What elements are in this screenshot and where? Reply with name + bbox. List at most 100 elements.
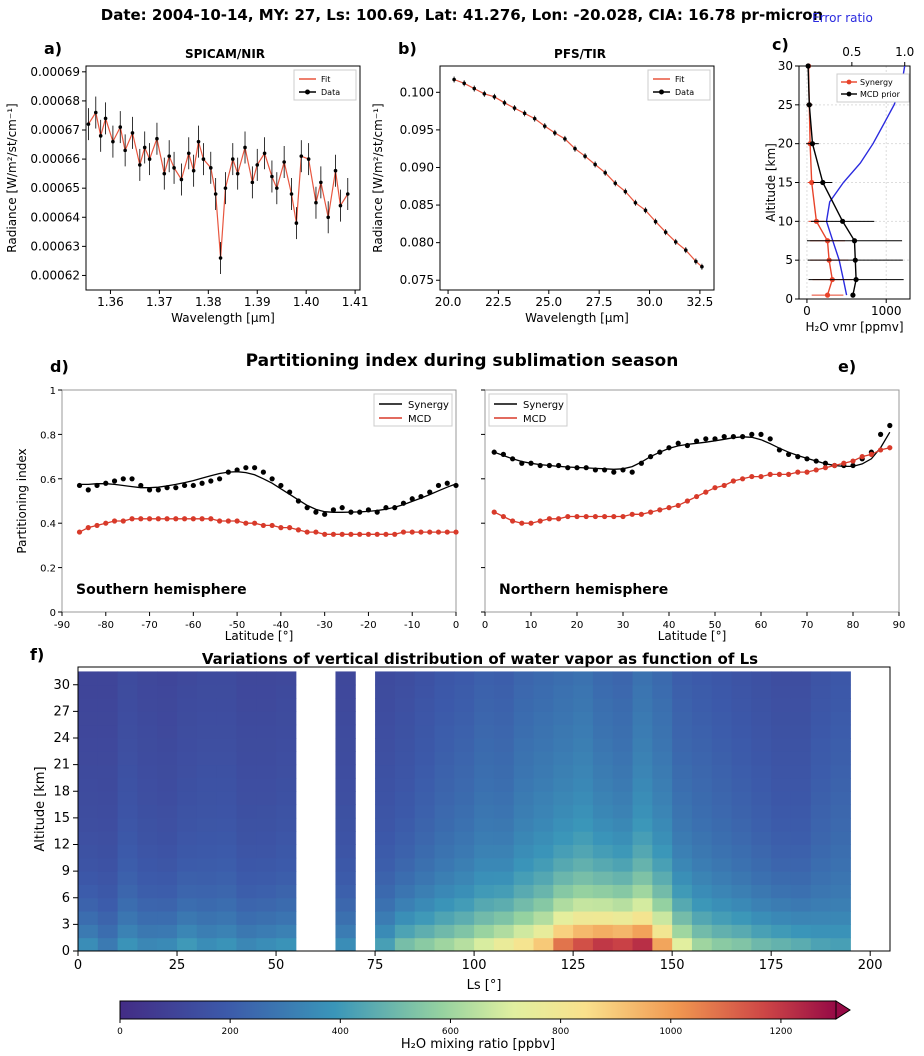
heatmap-cell [236, 831, 257, 845]
heatmap-cell [751, 711, 772, 726]
y-tick-label: 0.00069 [30, 65, 80, 79]
series-point [435, 529, 442, 535]
heatmap-cell [652, 911, 673, 925]
heatmap-cell [97, 857, 119, 872]
series-point [730, 434, 737, 440]
heatmap-cell [672, 684, 693, 699]
series-point [611, 469, 617, 475]
heatmap-cell [553, 937, 574, 952]
heatmap-cell [592, 711, 614, 726]
heatmap-cell [434, 884, 455, 899]
heatmap-cell [751, 698, 772, 712]
heatmap-cell [830, 831, 851, 845]
hemisphere-annotation: Northern hemisphere [499, 582, 668, 598]
heatmap-cell [493, 817, 515, 832]
heatmap-cell [672, 711, 693, 726]
series-point [804, 469, 810, 475]
heatmap-cell [771, 671, 792, 686]
heatmap-cell [414, 937, 435, 952]
heatmap-cell [790, 857, 812, 872]
x-tick-label: 22.5 [485, 295, 512, 309]
heatmap-cell [454, 937, 475, 952]
heatmap-cell [612, 738, 634, 752]
heatmap-cell [810, 777, 832, 792]
heatmap-cell [810, 897, 832, 912]
heatmap-cell [137, 817, 158, 832]
heatmap-cell [474, 804, 495, 819]
heatmap-cell [216, 884, 237, 899]
y-tick-label: 0 [785, 292, 793, 306]
heatmap-cell [454, 738, 475, 752]
y-axis-label: Altitude [km] [764, 143, 778, 222]
data-point [172, 166, 176, 170]
y-tick-label: 25 [778, 98, 793, 112]
heatmap-cell [196, 724, 218, 739]
heatmap-cell [711, 817, 733, 832]
heatmap-cell [513, 884, 535, 899]
heatmap-cell [592, 871, 614, 885]
series-point [173, 516, 179, 522]
heatmap-cell [335, 884, 356, 899]
heatmap-cell [137, 764, 158, 779]
heatmap-cell [592, 764, 614, 779]
series-point [427, 529, 433, 535]
data-point [111, 139, 115, 144]
x-tick-label: 20.0 [435, 295, 462, 309]
heatmap-cell [414, 711, 435, 726]
series-point [94, 522, 100, 529]
heatmap-cell [157, 871, 178, 885]
series-point [611, 513, 617, 520]
heatmap-cell [810, 804, 832, 819]
heatmap-cell [711, 671, 733, 686]
heatmap-cell [434, 857, 455, 872]
series-point [295, 527, 301, 533]
heatmap-cell [414, 871, 435, 885]
heatmap-cell [414, 857, 435, 872]
heatmap-cell [97, 724, 119, 739]
heatmap-cell [632, 924, 653, 939]
heatmap-cell [771, 684, 792, 699]
heatmap-cell [434, 924, 455, 939]
series-point [260, 469, 266, 475]
heatmap-cell [236, 684, 257, 699]
heatmap-cell [711, 897, 733, 912]
heatmap-cell [553, 817, 574, 832]
heatmap-cell [493, 884, 515, 899]
legend-marker [846, 79, 852, 85]
heatmap-cell [434, 844, 455, 859]
heatmap-cell [493, 871, 515, 885]
heatmap-cell [810, 937, 832, 952]
heatmap-cell [493, 751, 515, 766]
heatmap-cell [97, 671, 119, 686]
heatmap-cell [157, 884, 178, 899]
series-point [574, 513, 580, 520]
heatmap-cell [177, 738, 198, 752]
heatmap-cell [592, 937, 614, 952]
y-axis-label: Partitioning index [15, 448, 29, 553]
heatmap-cell [771, 844, 792, 859]
series-point [721, 434, 727, 440]
data-point [542, 124, 547, 128]
heatmap-cell [592, 911, 614, 925]
series-point [278, 525, 284, 531]
heatmap-cell [157, 844, 178, 859]
heatmap-cell [394, 924, 416, 939]
colorbar-tick-label: 600 [442, 1027, 459, 1037]
heatmap-cell [256, 844, 277, 859]
heatmap-cell [751, 924, 772, 939]
heatmap-cell [375, 884, 396, 899]
heatmap-cell [672, 724, 693, 739]
series-point [400, 529, 407, 535]
heatmap-cell [157, 671, 178, 686]
heatmap-cell [97, 804, 119, 819]
heatmap-cell [375, 831, 396, 845]
heatmap-cell [711, 711, 733, 726]
data-point [208, 166, 213, 170]
heatmap-cell [236, 738, 257, 752]
data-point [289, 192, 294, 196]
heatmap-cell [632, 844, 653, 859]
heatmap-cell [533, 764, 554, 779]
heatmap-cell [810, 791, 832, 806]
heatmap-cell [137, 777, 158, 792]
heatmap-cell [513, 924, 535, 939]
